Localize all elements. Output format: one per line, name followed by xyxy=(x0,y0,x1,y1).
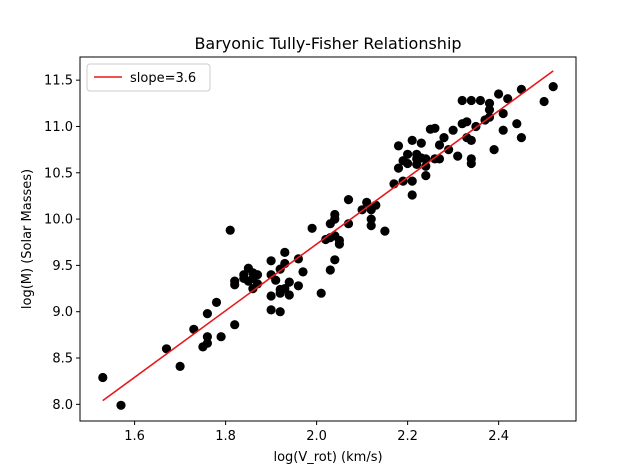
scatter-point-58 xyxy=(366,214,376,224)
x-tick-label: 2.4 xyxy=(488,429,509,444)
y-tick-label: 11.0 xyxy=(44,120,73,135)
scatter-point-86 xyxy=(444,145,454,155)
scatter-point-96 xyxy=(466,95,476,106)
scatter-point-36 xyxy=(284,290,294,300)
scatter-point-110 xyxy=(516,133,527,143)
y-tick-label: 8.5 xyxy=(52,352,73,367)
scatter-point-102 xyxy=(484,98,495,108)
scatter-point-33 xyxy=(280,284,290,294)
chart-title: Baryonic Tully-Fisher Relationship xyxy=(194,34,461,53)
scatter-point-82 xyxy=(430,123,440,133)
scatter-point-6 xyxy=(202,338,212,348)
scatter-point-53 xyxy=(343,219,354,229)
legend: slope=3.6 xyxy=(86,63,211,92)
scatter-point-106 xyxy=(498,108,508,119)
scatter-point-44 xyxy=(325,265,335,275)
scatter-point-39 xyxy=(293,281,303,291)
scatter-point-61 xyxy=(380,226,390,236)
scatter-point-76 xyxy=(416,138,426,148)
fit-line-layer xyxy=(102,70,554,402)
scatter-point-85 xyxy=(439,133,449,143)
plot-frame xyxy=(79,56,577,422)
scatter-point-103 xyxy=(489,145,499,155)
scatter-point-24 xyxy=(266,291,276,301)
x-axis-label: log(V_rot) (km/s) xyxy=(273,450,382,465)
scatter-point-8 xyxy=(202,309,212,319)
x-tick-label: 1.6 xyxy=(124,429,145,444)
scatter-point-104 xyxy=(494,89,504,99)
scatter-point-95 xyxy=(466,135,476,145)
x-axis-ticks: 1.6 1.8 2.0 2.2 2.4 xyxy=(124,421,509,444)
scatter-point-37 xyxy=(284,277,294,287)
scatter-point-69 xyxy=(407,190,417,200)
legend-box xyxy=(86,63,211,92)
scatter-point-3 xyxy=(175,361,185,371)
legend-entry-slope: slope=3.6 xyxy=(130,71,196,86)
scatter-point-108 xyxy=(512,119,522,129)
y-tick-label: 9.0 xyxy=(52,305,73,320)
scatter-point-27 xyxy=(266,256,276,266)
scatter-points xyxy=(98,82,558,410)
scatter-point-78 xyxy=(421,161,431,171)
scatter-point-84 xyxy=(434,140,445,150)
scatter-point-98 xyxy=(475,95,485,106)
scatter-point-52 xyxy=(334,235,344,245)
y-tick-label: 9.5 xyxy=(52,259,73,274)
scatter-point-41 xyxy=(307,223,317,233)
scatter-point-0 xyxy=(98,372,108,383)
scatter-point-11 xyxy=(225,225,235,235)
scatter-point-71 xyxy=(407,135,417,145)
scatter-point-16 xyxy=(239,270,249,280)
scatter-point-10 xyxy=(216,332,226,342)
scatter-point-68 xyxy=(403,149,413,159)
y-tick-label: 8.0 xyxy=(52,398,73,413)
scatter-point-60 xyxy=(371,200,381,210)
y-tick-label: 10.5 xyxy=(44,166,73,181)
scatter-point-111 xyxy=(539,96,549,107)
x-tick-label: 1.8 xyxy=(215,429,236,444)
scatter-point-94 xyxy=(466,154,476,164)
x-tick-label: 2.2 xyxy=(397,429,418,444)
scatter-point-2 xyxy=(161,344,172,354)
y-axis-label: log(M) (Solar Masses) xyxy=(20,169,35,309)
scatter-point-25 xyxy=(266,305,276,315)
scatter-point-64 xyxy=(393,141,404,151)
scatter-point-40 xyxy=(298,267,308,277)
scatter-point-1 xyxy=(116,400,126,410)
scatter-point-35 xyxy=(280,247,290,257)
scatter-point-88 xyxy=(453,151,463,161)
scatter-point-29 xyxy=(275,307,285,317)
scatter-point-12 xyxy=(230,320,240,330)
scatter-point-63 xyxy=(393,163,404,173)
scatter-point-105 xyxy=(498,125,508,135)
y-tick-label: 10.0 xyxy=(44,213,73,228)
scatter-point-56 xyxy=(362,197,372,207)
y-axis-ticks: 8.0 8.5 9.0 9.5 10.0 10.5 11.0 11.5 xyxy=(44,74,80,413)
scatter-point-54 xyxy=(343,195,354,205)
scatter-point-79 xyxy=(421,154,431,164)
fit-line xyxy=(102,70,554,402)
scatter-point-47 xyxy=(330,255,340,265)
scatter-point-112 xyxy=(548,82,558,92)
scatter-point-90 xyxy=(457,95,467,106)
scatter-point-70 xyxy=(407,176,417,186)
scatter-point-23 xyxy=(252,270,263,280)
scatter-point-57 xyxy=(366,221,376,231)
scatter-point-92 xyxy=(462,117,472,127)
scatter-point-28 xyxy=(271,275,281,285)
scatter-point-42 xyxy=(316,288,326,298)
scatter-point-9 xyxy=(211,297,222,307)
scatter-point-87 xyxy=(448,125,458,135)
scatter-point-107 xyxy=(503,94,513,104)
scatter-point-67 xyxy=(403,158,413,169)
x-tick-label: 2.0 xyxy=(306,429,327,444)
scatter-point-101 xyxy=(484,105,495,115)
y-tick-label: 11.5 xyxy=(44,74,73,89)
scatter-point-50 xyxy=(330,209,340,220)
scatter-point-14 xyxy=(230,276,240,286)
scatter-point-7 xyxy=(202,332,212,342)
scatter-point-77 xyxy=(421,171,431,181)
